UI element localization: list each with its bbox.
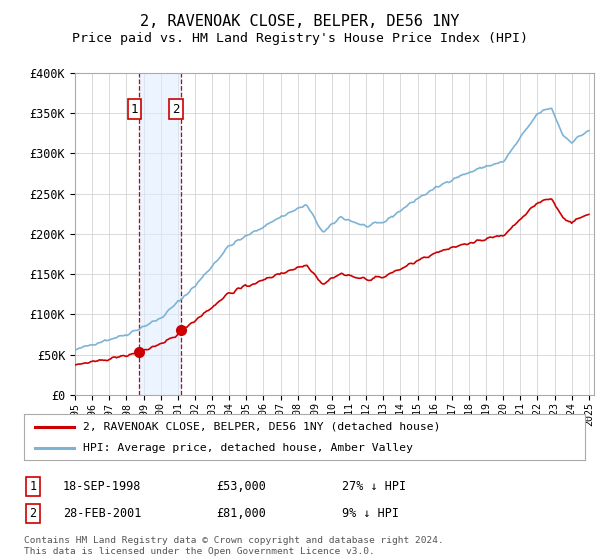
Text: 1: 1 [131, 102, 138, 115]
Text: 2: 2 [29, 507, 37, 520]
Text: 18-SEP-1998: 18-SEP-1998 [63, 479, 142, 493]
Text: Price paid vs. HM Land Registry's House Price Index (HPI): Price paid vs. HM Land Registry's House … [72, 32, 528, 45]
Text: 9% ↓ HPI: 9% ↓ HPI [342, 507, 399, 520]
Text: 27% ↓ HPI: 27% ↓ HPI [342, 479, 406, 493]
Text: 28-FEB-2001: 28-FEB-2001 [63, 507, 142, 520]
Text: £81,000: £81,000 [216, 507, 266, 520]
Text: HPI: Average price, detached house, Amber Valley: HPI: Average price, detached house, Ambe… [83, 443, 413, 453]
Bar [139, 73, 181, 395]
Text: 1: 1 [29, 479, 37, 493]
Text: 2, RAVENOAK CLOSE, BELPER, DE56 1NY: 2, RAVENOAK CLOSE, BELPER, DE56 1NY [140, 14, 460, 29]
Text: 2: 2 [172, 102, 180, 115]
Text: Contains HM Land Registry data © Crown copyright and database right 2024.
This d: Contains HM Land Registry data © Crown c… [24, 536, 444, 556]
Text: £53,000: £53,000 [216, 479, 266, 493]
Text: 2, RAVENOAK CLOSE, BELPER, DE56 1NY (detached house): 2, RAVENOAK CLOSE, BELPER, DE56 1NY (det… [83, 422, 440, 432]
